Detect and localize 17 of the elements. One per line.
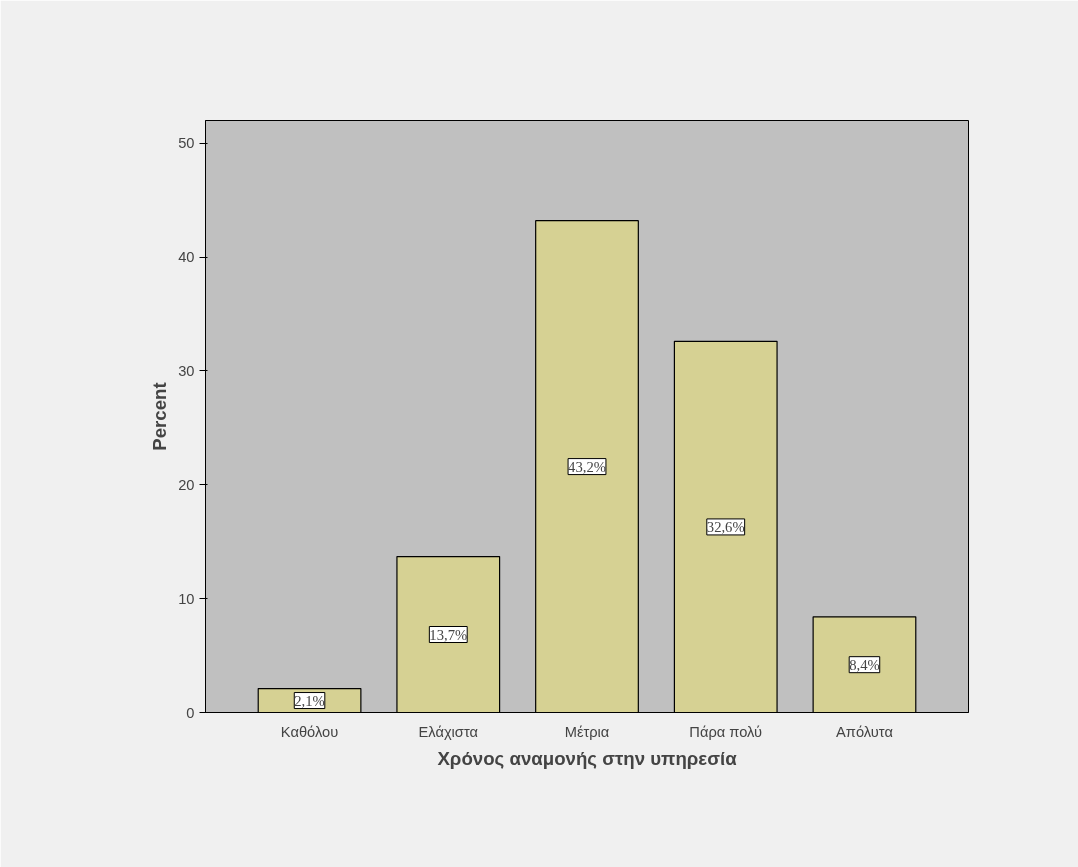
x-axis-title: Χρόνος αναμονής στην υπηρεσία <box>437 747 738 769</box>
y-tick-label: 50 <box>178 135 195 152</box>
data-label: 32,6% <box>706 518 745 535</box>
data-label: 13,7% <box>429 626 468 643</box>
x-tick-label: Ελάχιστα <box>418 723 479 740</box>
x-tick-label: Μέτρια <box>564 723 610 740</box>
data-label: 2,1% <box>294 692 325 709</box>
y-tick-label: 20 <box>178 476 195 493</box>
x-tick-label: Καθόλου <box>280 723 339 740</box>
y-tick-label: 30 <box>178 362 195 379</box>
x-tick-label: Απόλυτα <box>836 723 894 740</box>
y-tick-label: 10 <box>178 590 195 607</box>
y-tick-label: 0 <box>186 704 195 721</box>
y-axis-title: Percent <box>149 382 171 451</box>
x-tick-label: Πάρα πολύ <box>689 723 763 740</box>
y-tick-label: 40 <box>178 249 195 266</box>
data-label: 8,4% <box>849 656 880 673</box>
